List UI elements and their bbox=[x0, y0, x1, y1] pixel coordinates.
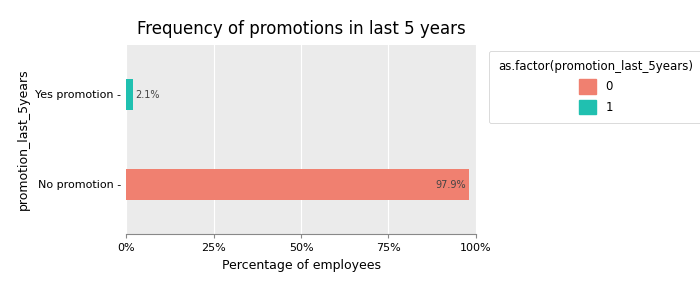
Legend: 0, 1: 0, 1 bbox=[489, 51, 700, 123]
X-axis label: Percentage of employees: Percentage of employees bbox=[221, 259, 381, 272]
Title: Frequency of promotions in last 5 years: Frequency of promotions in last 5 years bbox=[136, 20, 466, 38]
Y-axis label: promotion_last_5years: promotion_last_5years bbox=[17, 69, 29, 210]
Text: 97.9%: 97.9% bbox=[435, 179, 466, 190]
Text: 2.1%: 2.1% bbox=[135, 89, 160, 100]
Bar bbox=[126, 169, 469, 200]
Bar bbox=[126, 79, 133, 110]
